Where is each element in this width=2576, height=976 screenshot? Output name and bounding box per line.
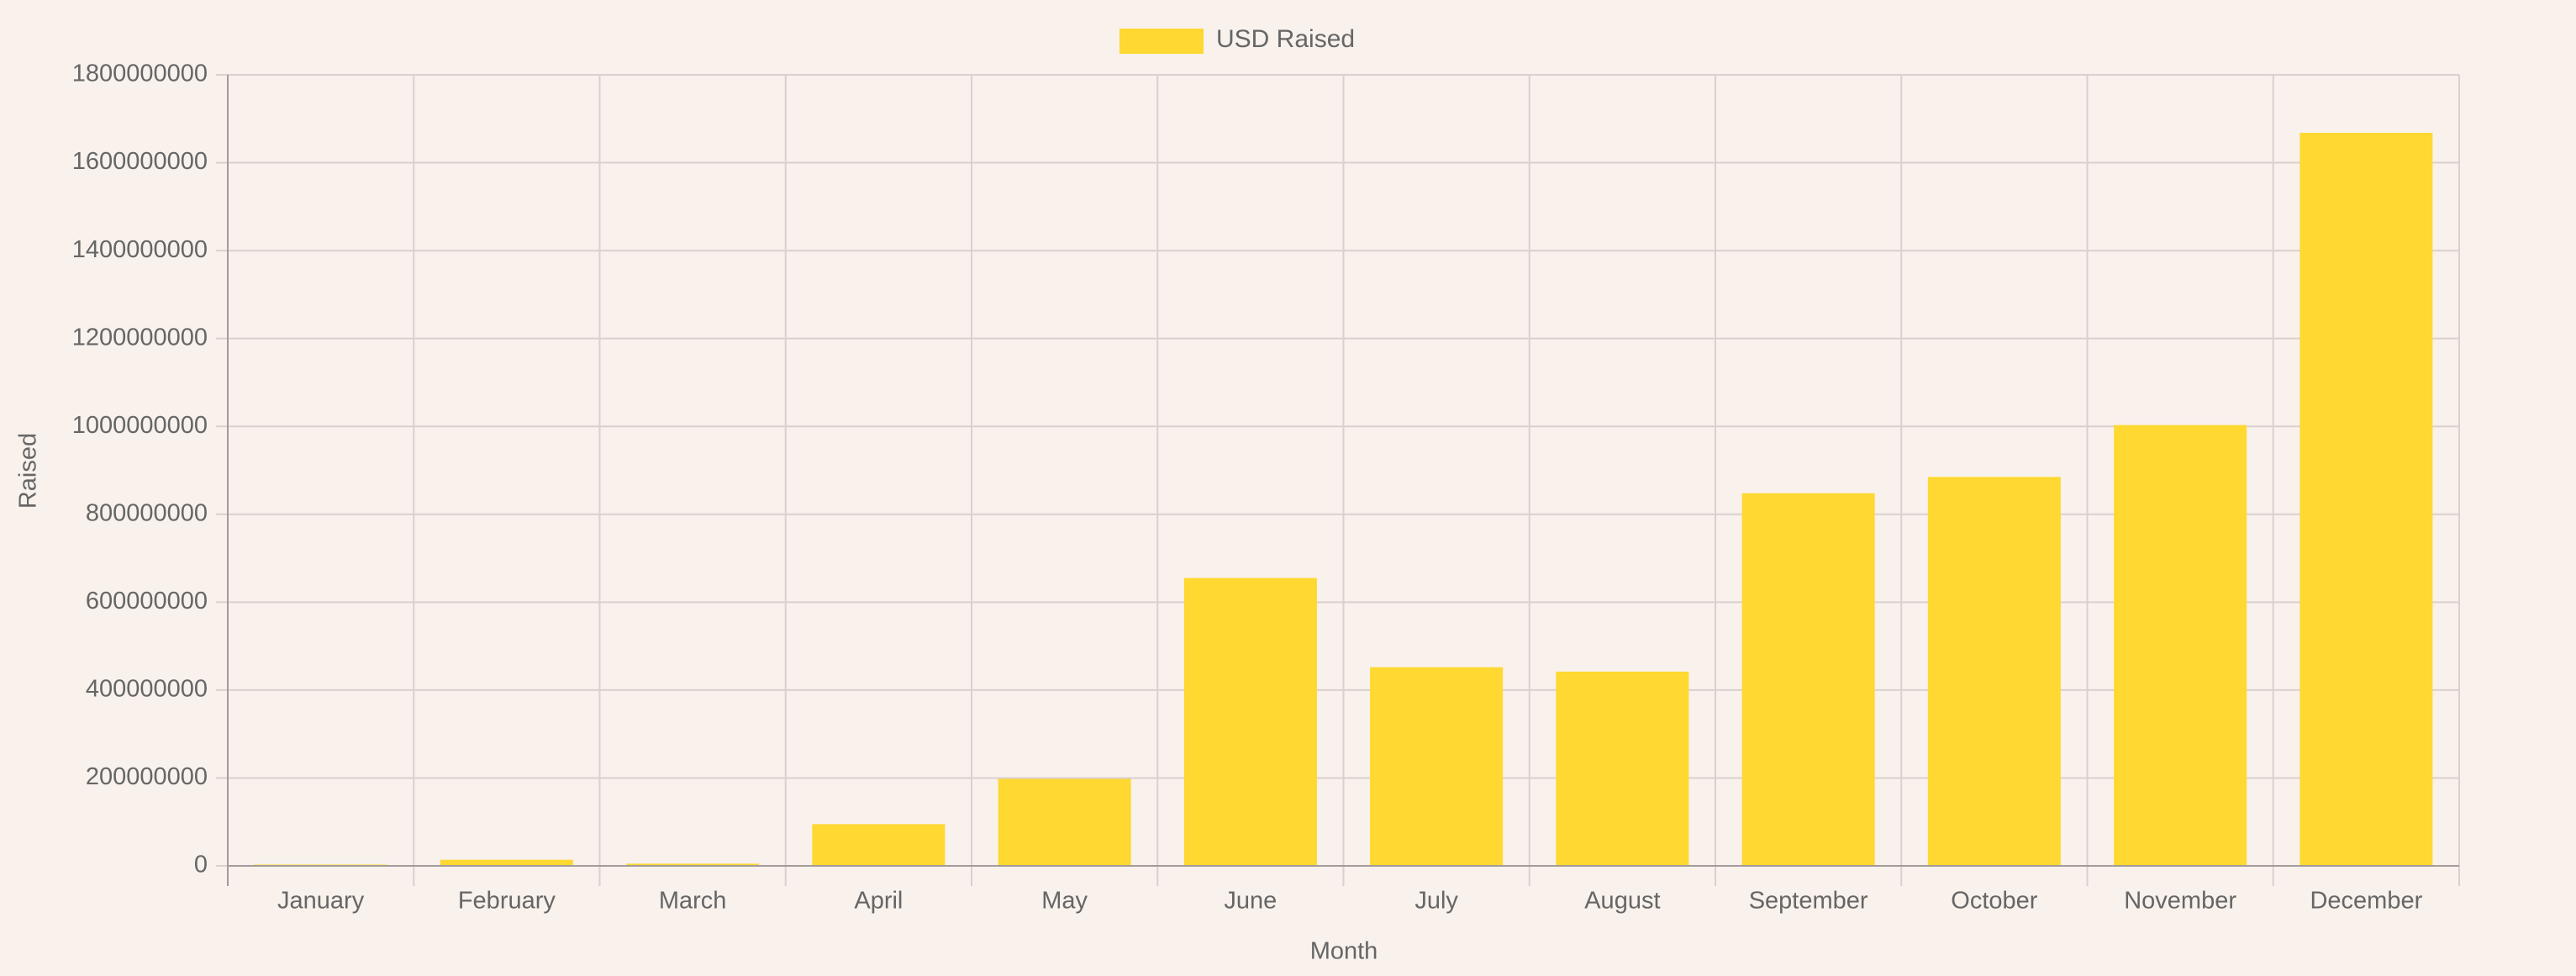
x-tick-label: February xyxy=(458,888,556,915)
x-tick-label: June xyxy=(1224,888,1277,915)
axes xyxy=(227,75,2459,886)
y-tick-label: 400000000 xyxy=(86,676,208,703)
y-tick-label: 800000000 xyxy=(86,499,208,526)
x-tick-labels: January February March April May June July Augu… xyxy=(277,888,2423,915)
y-tick-label: 200000000 xyxy=(86,763,208,790)
grid-lines xyxy=(216,74,2460,886)
x-tick-label: May xyxy=(1041,888,1088,915)
x-tick-label: November xyxy=(2124,888,2236,915)
x-axis-title: Month xyxy=(1310,938,1378,965)
bar-june[interactable] xyxy=(1183,578,1317,866)
y-tick-label: 1800000000 xyxy=(72,61,208,87)
y-tick-labels: 0 200000000 400000000 600000000 800000000 100… xyxy=(72,61,208,878)
x-tick-label: January xyxy=(277,888,365,915)
legend-swatch-usd-raised[interactable] xyxy=(1119,29,1204,54)
x-tick-label: September xyxy=(1749,888,1868,915)
y-tick-label: 600000000 xyxy=(86,588,208,615)
bar-august[interactable] xyxy=(1556,671,1689,866)
bar-april[interactable] xyxy=(812,824,946,866)
y-axis-title: Raised xyxy=(15,433,42,509)
y-tick-label: 1000000000 xyxy=(72,412,208,439)
y-tick-label: 1600000000 xyxy=(72,148,208,175)
bar-march[interactable] xyxy=(626,863,760,866)
bar-july[interactable] xyxy=(1370,667,1504,866)
x-tick-label: July xyxy=(1414,888,1458,915)
bar-december[interactable] xyxy=(2299,133,2433,867)
bar-september[interactable] xyxy=(1741,493,1875,866)
x-tick-label: April xyxy=(854,888,903,915)
bar-may[interactable] xyxy=(998,778,1131,866)
y-tick-label: 0 xyxy=(194,852,208,878)
x-tick-label: March xyxy=(659,888,727,915)
y-tick-label: 1400000000 xyxy=(72,236,208,263)
legend[interactable]: USD Raised xyxy=(1119,25,1355,54)
y-tick-label: 1200000000 xyxy=(72,324,208,351)
bars xyxy=(254,133,2433,867)
x-tick-label: October xyxy=(1951,888,2037,915)
x-tick-label: August xyxy=(1584,888,1660,915)
bar-october[interactable] xyxy=(1927,477,2061,866)
legend-label-usd-raised[interactable]: USD Raised xyxy=(1216,25,1355,53)
bar-november[interactable] xyxy=(2114,425,2247,866)
x-tick-label: December xyxy=(2310,888,2422,915)
bar-february[interactable] xyxy=(440,859,573,866)
